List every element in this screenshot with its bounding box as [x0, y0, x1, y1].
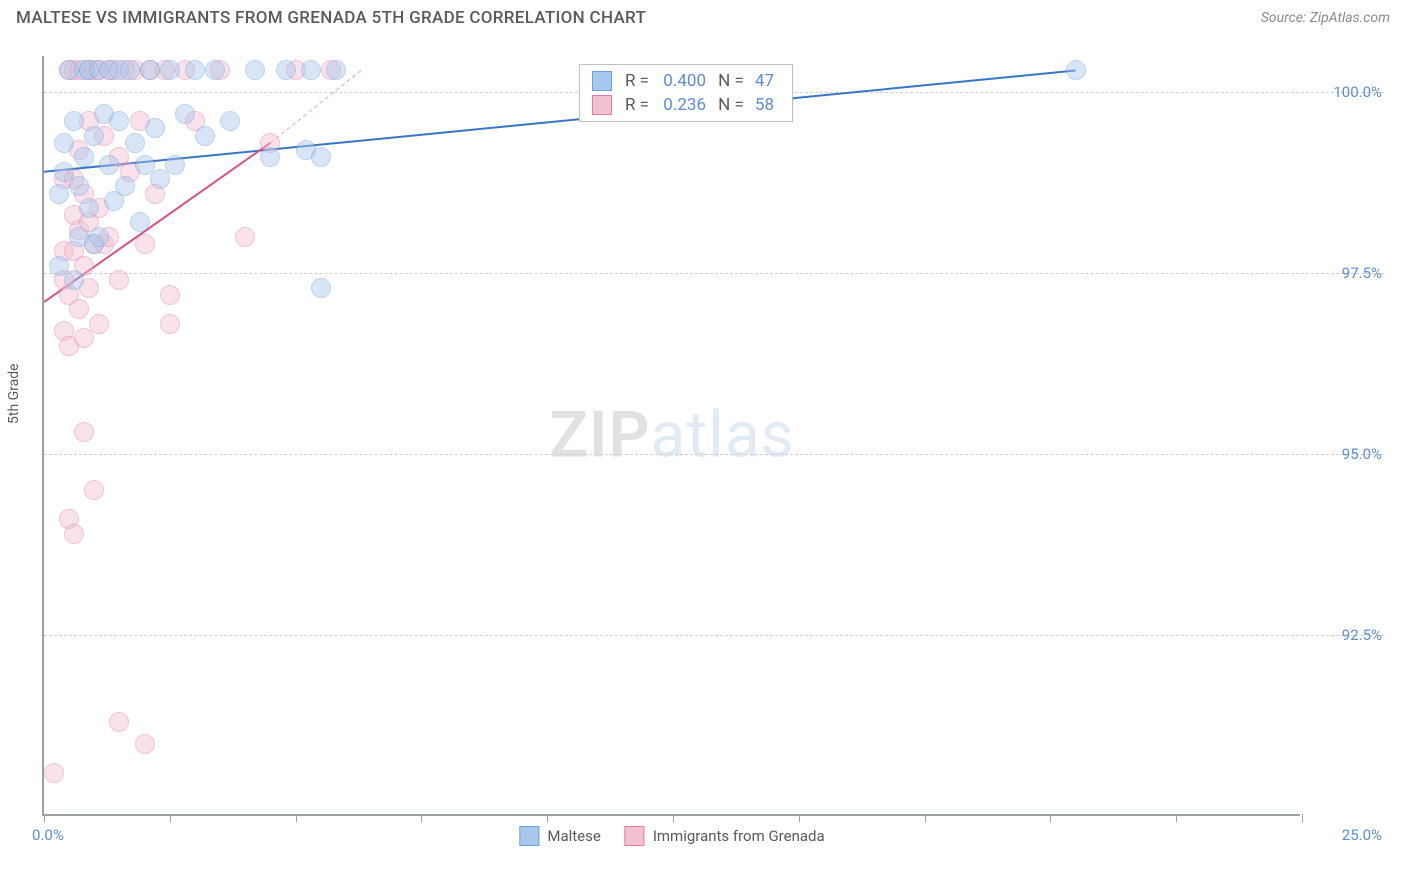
scatter-point: [109, 712, 129, 732]
scatter-point: [54, 133, 74, 153]
stats-n-value: 47: [750, 71, 780, 91]
gridline-h: [44, 635, 1384, 636]
scatter-point: [160, 60, 180, 80]
scatter-point: [135, 234, 155, 254]
scatter-point: [145, 118, 165, 138]
scatter-point: [44, 763, 64, 783]
legend-label: Maltese: [547, 827, 600, 845]
scatter-point: [135, 734, 155, 754]
stats-n-label: N =: [712, 95, 750, 115]
scatter-point: [326, 60, 346, 80]
legend-bottom: Maltese Immigrants from Grenada: [519, 826, 824, 846]
x-tick: [925, 814, 926, 822]
scatter-point: [311, 278, 331, 298]
scatter-point: [150, 169, 170, 189]
y-tick-label: 100.0%: [1306, 83, 1382, 101]
legend-item: Immigrants from Grenada: [625, 826, 825, 846]
legend-label: Immigrants from Grenada: [653, 827, 825, 845]
scatter-point: [79, 198, 99, 218]
watermark-atlas: atlas: [651, 398, 795, 473]
scatter-point: [125, 133, 145, 153]
stats-box: R =0.400N =47 R =0.236N =58: [579, 64, 793, 122]
scatter-point: [245, 60, 265, 80]
scatter-point: [64, 524, 84, 544]
legend-swatch: [625, 826, 645, 846]
scatter-point: [165, 155, 185, 175]
watermark: ZIPatlas: [549, 398, 794, 473]
y-tick-label: 92.5%: [1306, 626, 1382, 644]
stats-r-value: 0.400: [656, 71, 712, 91]
scatter-point: [220, 111, 240, 131]
scatter-point: [160, 314, 180, 334]
legend-swatch: [592, 95, 612, 115]
x-tick: [421, 814, 422, 822]
x-tick: [1302, 814, 1303, 822]
chart-source: Source: ZipAtlas.com: [1261, 10, 1390, 26]
watermark-zip: ZIP: [549, 398, 650, 473]
scatter-point: [74, 328, 94, 348]
scatter-point: [160, 285, 180, 305]
trend-overlay: [44, 56, 1302, 816]
stats-r-label: R =: [618, 95, 656, 115]
scatter-point: [109, 270, 129, 290]
y-axis-label: 5th Grade: [6, 363, 22, 424]
scatter-point: [260, 147, 280, 167]
scatter-point: [99, 155, 119, 175]
scatter-point: [109, 111, 129, 131]
x-tick: [1050, 814, 1051, 822]
x-tick: [1176, 814, 1177, 822]
scatter-point: [1066, 60, 1086, 80]
chart-header: MALTESE VS IMMIGRANTS FROM GRENADA 5TH G…: [0, 0, 1406, 34]
scatter-point: [130, 212, 150, 232]
scatter-point: [120, 60, 140, 80]
scatter-point: [84, 126, 104, 146]
legend-swatch: [519, 826, 539, 846]
stats-n-label: N =: [712, 71, 750, 91]
scatter-point: [89, 314, 109, 334]
scatter-point: [175, 104, 195, 124]
scatter-point: [195, 126, 215, 146]
legend-swatch: [592, 71, 612, 91]
gridline-h: [44, 273, 1384, 274]
stats-r-label: R =: [618, 71, 656, 91]
trend-line-ext: [270, 70, 361, 142]
scatter-point: [74, 147, 94, 167]
chart-container: 5th Grade ZIPatlas 92.5%95.0%97.5%100.0%…: [42, 56, 1382, 816]
x-tick-label-max: 25.0%: [1342, 826, 1382, 844]
scatter-point: [115, 176, 135, 196]
y-tick-label: 95.0%: [1306, 445, 1382, 463]
scatter-point: [205, 60, 225, 80]
chart-title: MALTESE VS IMMIGRANTS FROM GRENADA 5TH G…: [16, 8, 646, 28]
x-tick: [44, 814, 45, 822]
plot-area: ZIPatlas 92.5%95.0%97.5%100.0%0.0%25.0%R…: [42, 56, 1300, 816]
scatter-point: [49, 184, 69, 204]
scatter-point: [301, 60, 321, 80]
x-tick: [673, 814, 674, 822]
x-tick: [296, 814, 297, 822]
scatter-point: [69, 176, 89, 196]
scatter-point: [140, 60, 160, 80]
scatter-point: [69, 299, 89, 319]
scatter-point: [74, 422, 94, 442]
scatter-point: [185, 60, 205, 80]
scatter-point: [311, 147, 331, 167]
gridline-h: [44, 454, 1384, 455]
scatter-point: [64, 270, 84, 290]
scatter-point: [64, 111, 84, 131]
y-tick-label: 97.5%: [1306, 264, 1382, 282]
x-tick: [799, 814, 800, 822]
stats-r-value: 0.236: [656, 95, 712, 115]
x-tick-label-min: 0.0%: [32, 826, 64, 844]
scatter-point: [276, 60, 296, 80]
legend-item: Maltese: [519, 826, 600, 846]
scatter-point: [235, 227, 255, 247]
scatter-point: [89, 227, 109, 247]
x-tick: [170, 814, 171, 822]
scatter-point: [84, 480, 104, 500]
x-tick: [547, 814, 548, 822]
stats-n-value: 58: [750, 95, 780, 115]
